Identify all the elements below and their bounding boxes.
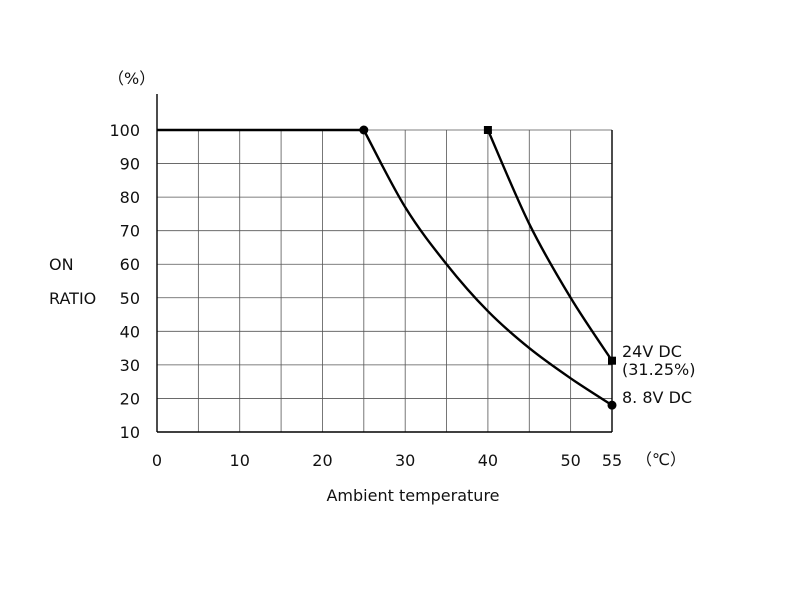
axes xyxy=(156,94,613,433)
y-tick-label: 40 xyxy=(120,322,140,341)
y-tick-label: 20 xyxy=(120,389,140,408)
x-axis-label: Ambient temperature xyxy=(326,486,499,505)
y-axis-label-line-2: RATIO xyxy=(49,289,96,308)
series-point-circle xyxy=(359,125,369,135)
x-tick-label: 50 xyxy=(560,451,580,470)
series-point-square xyxy=(483,126,492,134)
y-tick-label: 100 xyxy=(109,121,140,140)
x-tick-label: 10 xyxy=(230,451,250,470)
y-tick-label: 30 xyxy=(120,356,140,375)
x-unit-label: （℃） xyxy=(636,450,686,469)
x-tick-label: 55 xyxy=(602,451,622,470)
series-label-24v: 24V DC xyxy=(622,342,682,361)
series-note-24v: (31.25%) xyxy=(622,360,696,379)
series-point-circle xyxy=(607,400,617,410)
tick-labels: 10 20 30 40 50 60 70 80 90 100 0 10 20 30 40 50 55 xyxy=(109,121,622,470)
grid xyxy=(157,129,613,432)
y-unit-label: （%） xyxy=(108,69,155,88)
series xyxy=(157,125,617,410)
y-tick-label: 10 xyxy=(120,423,140,442)
y-tick-label: 80 xyxy=(120,188,140,207)
y-tick-label: 50 xyxy=(120,289,140,308)
series-line-1 xyxy=(486,129,614,362)
y-tick-label: 60 xyxy=(120,255,140,274)
x-tick-label: 30 xyxy=(395,451,415,470)
x-tick-label: 20 xyxy=(312,451,332,470)
series-line-0 xyxy=(157,128,613,407)
series-label-8-8v: 8. 8V DC xyxy=(622,388,692,407)
y-axis-label-line-1: ON xyxy=(49,255,74,274)
x-tick-label: 40 xyxy=(478,451,498,470)
y-tick-label: 90 xyxy=(120,155,140,174)
series-point-square xyxy=(608,356,616,365)
y-tick-label: 70 xyxy=(120,222,140,241)
x-tick-label: 0 xyxy=(152,451,162,470)
